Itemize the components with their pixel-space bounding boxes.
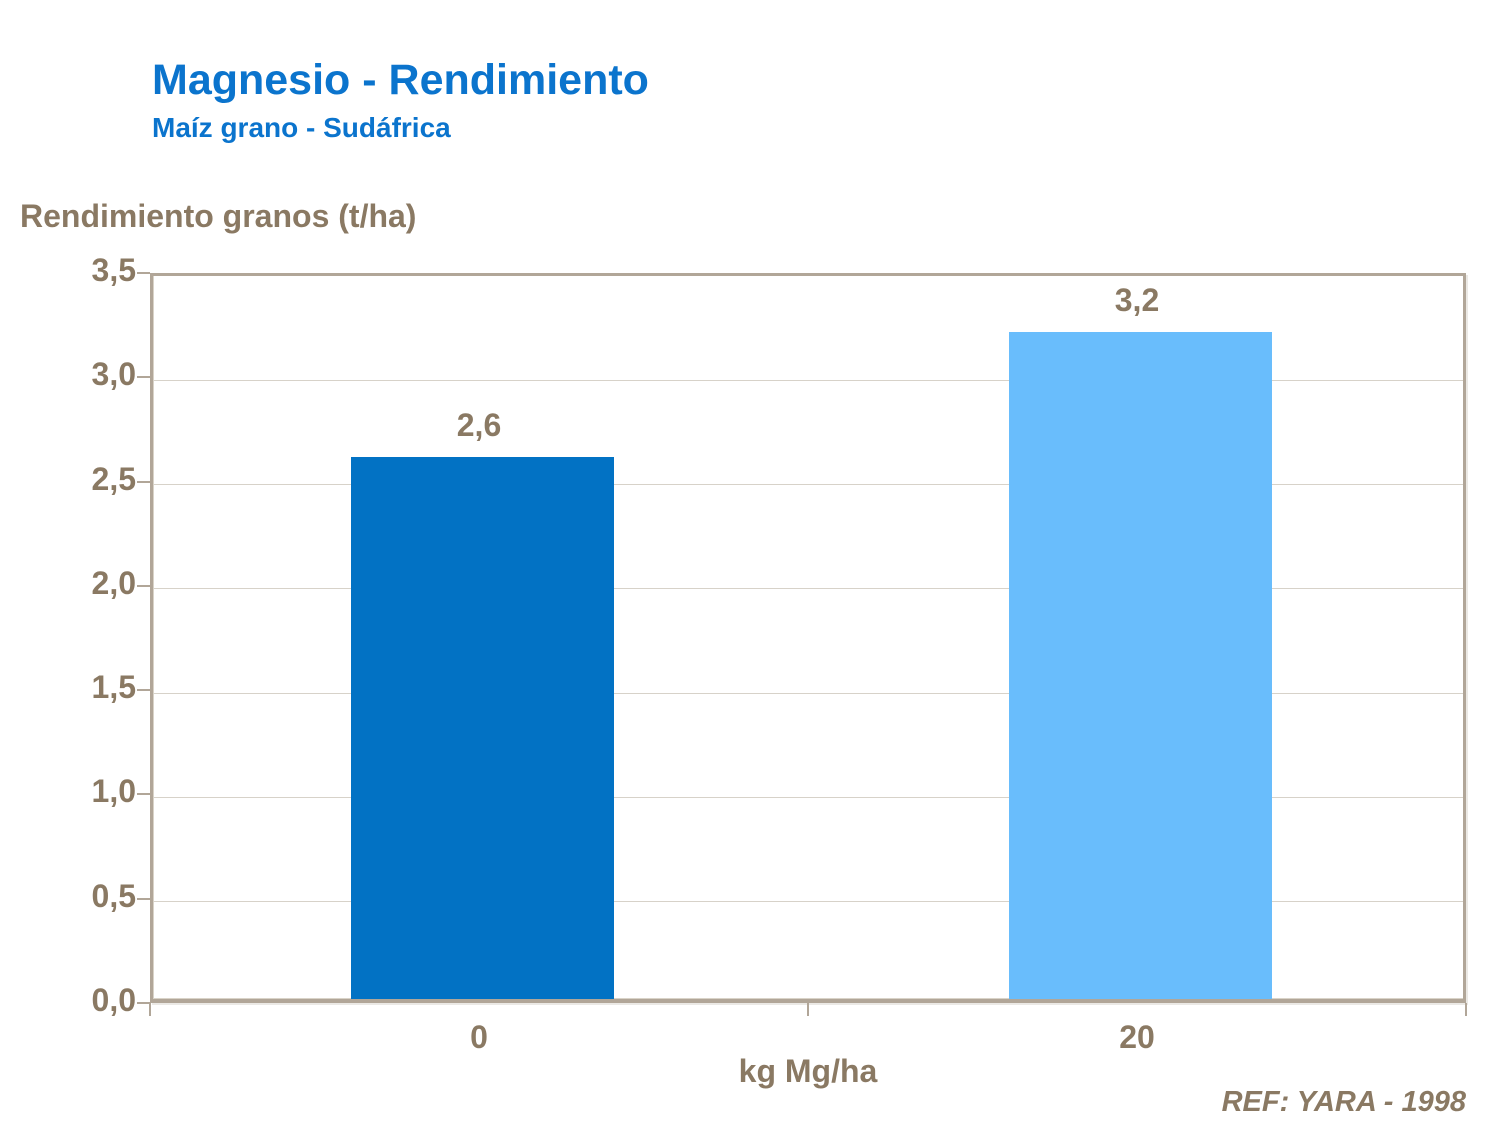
x-category-label: 0 <box>470 1019 488 1055</box>
gridline <box>153 588 1463 590</box>
y-tick-label: 1,0 <box>91 773 136 810</box>
y-axis-tick <box>137 897 150 900</box>
plot-area <box>150 273 1466 1003</box>
y-tick-label: 0,5 <box>91 877 136 914</box>
bar-0 <box>350 456 614 999</box>
y-axis-tick <box>137 376 150 379</box>
y-tick-label: 1,5 <box>91 669 136 706</box>
y-axis-tick <box>137 480 150 483</box>
x-axis-tick <box>807 1003 809 1016</box>
y-axis-tick <box>137 584 150 587</box>
y-axis-title: Rendimiento granos (t/ha) <box>20 198 417 234</box>
y-axis-tick <box>137 793 150 796</box>
bar-20 <box>1008 331 1272 999</box>
reference-note: REF: YARA - 1998 <box>1221 1086 1466 1118</box>
gridline <box>153 379 1463 381</box>
x-category-label: 20 <box>1119 1019 1155 1055</box>
bar-value-label: 3,2 <box>1114 281 1160 318</box>
y-tick-label: 3,0 <box>91 356 136 393</box>
chart-subtitle: Maíz grano - Sudáfrica <box>152 112 451 143</box>
chart-title: Magnesio - Rendimiento <box>152 56 649 104</box>
bar-value-label: 2,6 <box>456 406 502 443</box>
x-axis-tick <box>1465 1003 1467 1016</box>
y-axis-tick <box>137 1002 150 1004</box>
y-tick-label: 3,5 <box>91 252 136 288</box>
y-tick-label: 0,0 <box>91 982 136 1018</box>
y-axis-tick <box>137 272 150 274</box>
y-tick-label: 2,5 <box>91 460 136 497</box>
y-tick-label: 2,0 <box>91 564 136 601</box>
x-axis-tick <box>149 1003 151 1016</box>
gridline <box>153 692 1463 694</box>
x-axis-title: kg Mg/ha <box>738 1053 878 1089</box>
y-axis-tick <box>137 689 150 692</box>
gridline <box>153 901 1463 903</box>
gridline <box>153 484 1463 486</box>
gridline <box>153 796 1463 798</box>
